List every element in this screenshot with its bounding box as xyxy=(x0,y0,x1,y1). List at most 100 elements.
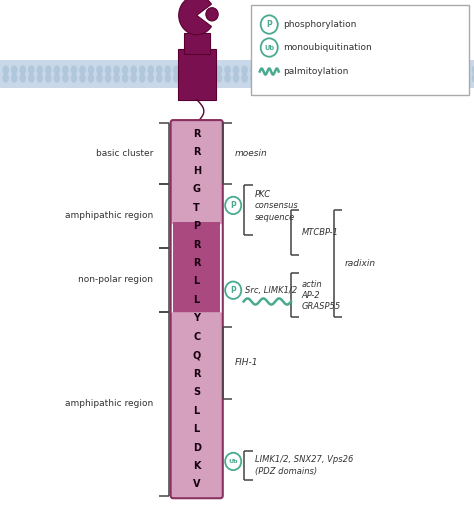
Wedge shape xyxy=(179,0,211,35)
Ellipse shape xyxy=(446,65,453,75)
Text: FIH-1: FIH-1 xyxy=(235,358,258,367)
Ellipse shape xyxy=(207,65,214,75)
Ellipse shape xyxy=(130,65,137,75)
Ellipse shape xyxy=(369,74,376,83)
Ellipse shape xyxy=(45,65,52,75)
Ellipse shape xyxy=(301,74,308,83)
Ellipse shape xyxy=(292,74,299,83)
Ellipse shape xyxy=(284,74,291,83)
Ellipse shape xyxy=(156,65,163,75)
Ellipse shape xyxy=(62,65,69,75)
Ellipse shape xyxy=(327,65,333,75)
Ellipse shape xyxy=(412,65,419,75)
Ellipse shape xyxy=(182,74,188,83)
Ellipse shape xyxy=(438,65,444,75)
Text: radixin: radixin xyxy=(345,259,376,268)
Ellipse shape xyxy=(88,65,94,75)
Ellipse shape xyxy=(28,74,35,83)
Ellipse shape xyxy=(472,74,474,83)
Circle shape xyxy=(206,8,218,21)
Ellipse shape xyxy=(207,74,214,83)
Ellipse shape xyxy=(429,74,436,83)
Ellipse shape xyxy=(190,65,197,75)
Ellipse shape xyxy=(361,74,367,83)
Ellipse shape xyxy=(96,74,103,83)
Text: monoubiquitination: monoubiquitination xyxy=(283,43,372,52)
Text: D: D xyxy=(193,443,201,453)
Ellipse shape xyxy=(182,65,188,75)
Ellipse shape xyxy=(420,74,427,83)
Ellipse shape xyxy=(463,74,470,83)
Text: H: H xyxy=(192,166,201,176)
Ellipse shape xyxy=(369,65,376,75)
Ellipse shape xyxy=(147,74,154,83)
Ellipse shape xyxy=(147,65,154,75)
Ellipse shape xyxy=(71,65,77,75)
Ellipse shape xyxy=(361,65,367,75)
Ellipse shape xyxy=(429,65,436,75)
Circle shape xyxy=(261,15,278,34)
Circle shape xyxy=(225,197,241,214)
Ellipse shape xyxy=(199,74,205,83)
Ellipse shape xyxy=(36,74,43,83)
Ellipse shape xyxy=(250,74,256,83)
Ellipse shape xyxy=(105,65,111,75)
Ellipse shape xyxy=(318,74,325,83)
FancyBboxPatch shape xyxy=(171,312,222,498)
Bar xyxy=(178,49,216,100)
Ellipse shape xyxy=(292,65,299,75)
Ellipse shape xyxy=(122,74,128,83)
Ellipse shape xyxy=(130,74,137,83)
Ellipse shape xyxy=(224,74,231,83)
Text: L: L xyxy=(193,424,200,434)
Ellipse shape xyxy=(446,74,453,83)
Circle shape xyxy=(261,38,278,57)
Ellipse shape xyxy=(284,65,291,75)
Text: L: L xyxy=(193,276,200,287)
Ellipse shape xyxy=(113,74,120,83)
Ellipse shape xyxy=(386,74,393,83)
Text: MTCBP-1: MTCBP-1 xyxy=(301,228,338,237)
Ellipse shape xyxy=(335,74,342,83)
Ellipse shape xyxy=(395,74,401,83)
Text: palmitoylation: palmitoylation xyxy=(283,67,349,76)
Ellipse shape xyxy=(472,65,474,75)
Text: R: R xyxy=(193,147,201,157)
Ellipse shape xyxy=(250,65,256,75)
Text: C: C xyxy=(193,332,201,342)
Text: S: S xyxy=(193,387,201,397)
Text: Ub: Ub xyxy=(264,44,274,51)
Text: phosphorylation: phosphorylation xyxy=(283,20,357,29)
Ellipse shape xyxy=(233,74,239,83)
Ellipse shape xyxy=(412,74,419,83)
Ellipse shape xyxy=(310,65,316,75)
Ellipse shape xyxy=(54,74,60,83)
Text: V: V xyxy=(193,479,201,490)
Ellipse shape xyxy=(403,65,410,75)
Text: LIMK1/2, SNX27, Vps26
(PDZ domains): LIMK1/2, SNX27, Vps26 (PDZ domains) xyxy=(255,455,354,476)
Ellipse shape xyxy=(395,65,401,75)
Text: P: P xyxy=(230,201,236,210)
Text: L: L xyxy=(193,295,200,305)
Ellipse shape xyxy=(267,65,273,75)
Text: basic cluster: basic cluster xyxy=(96,149,153,158)
Text: P: P xyxy=(266,20,272,29)
Text: R: R xyxy=(193,129,201,139)
Ellipse shape xyxy=(71,74,77,83)
Ellipse shape xyxy=(275,65,282,75)
Ellipse shape xyxy=(233,65,239,75)
Ellipse shape xyxy=(11,65,18,75)
Ellipse shape xyxy=(96,65,103,75)
Ellipse shape xyxy=(463,65,470,75)
Text: Y: Y xyxy=(193,313,200,323)
Ellipse shape xyxy=(62,74,69,83)
Ellipse shape xyxy=(258,65,265,75)
Ellipse shape xyxy=(403,74,410,83)
Ellipse shape xyxy=(378,74,384,83)
Ellipse shape xyxy=(438,74,444,83)
Ellipse shape xyxy=(88,74,94,83)
Text: Src, LIMK1/2: Src, LIMK1/2 xyxy=(245,286,297,295)
Ellipse shape xyxy=(105,74,111,83)
Ellipse shape xyxy=(216,65,222,75)
Bar xyxy=(251,5,469,95)
